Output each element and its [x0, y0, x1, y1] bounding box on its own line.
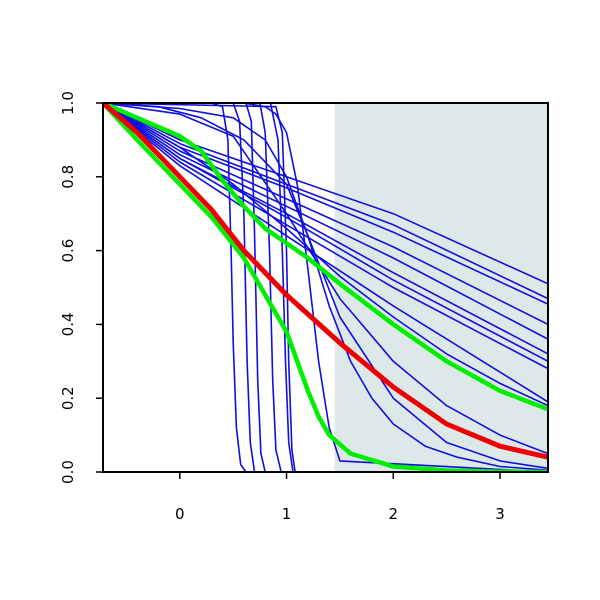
x-tick-label: 3 — [495, 505, 505, 523]
axes: 0 1 2 3 0.0 0.2 0.4 0.6 0.8 1.0 — [59, 91, 505, 523]
series-line-12 — [103, 103, 548, 326]
y-tick-label: 0.6 — [59, 239, 77, 263]
series-line-10 — [103, 103, 548, 300]
series-line-5 — [103, 103, 548, 472]
y-tick-label: 0.2 — [59, 386, 77, 410]
x-tick-label: 0 — [175, 505, 185, 523]
series-line-18 — [103, 103, 548, 407]
series-line-19 — [103, 103, 548, 455]
plot-frame — [102, 102, 549, 473]
frame-layer — [102, 102, 549, 473]
series-line-16 — [103, 103, 548, 370]
series-line-6 — [103, 103, 548, 472]
series-line-8 — [103, 103, 548, 472]
series-line-20 — [103, 103, 548, 470]
y-tick-label: 0.4 — [59, 312, 77, 336]
series-line-13 — [103, 103, 548, 341]
series-line-15 — [103, 103, 548, 363]
series-line-4 — [103, 103, 548, 472]
y-tick-label: 0.8 — [59, 165, 77, 189]
x-tick-label: 2 — [388, 505, 398, 523]
y-tick-label: 1.0 — [59, 91, 77, 115]
series-line-17 — [103, 103, 548, 403]
series-line-21 — [103, 103, 548, 412]
series-line-22 — [103, 103, 548, 472]
x-tick-label: 1 — [282, 505, 292, 523]
series-layer — [103, 103, 548, 472]
y-tick-label: 0.0 — [59, 460, 77, 484]
series-line-23 — [103, 103, 548, 460]
